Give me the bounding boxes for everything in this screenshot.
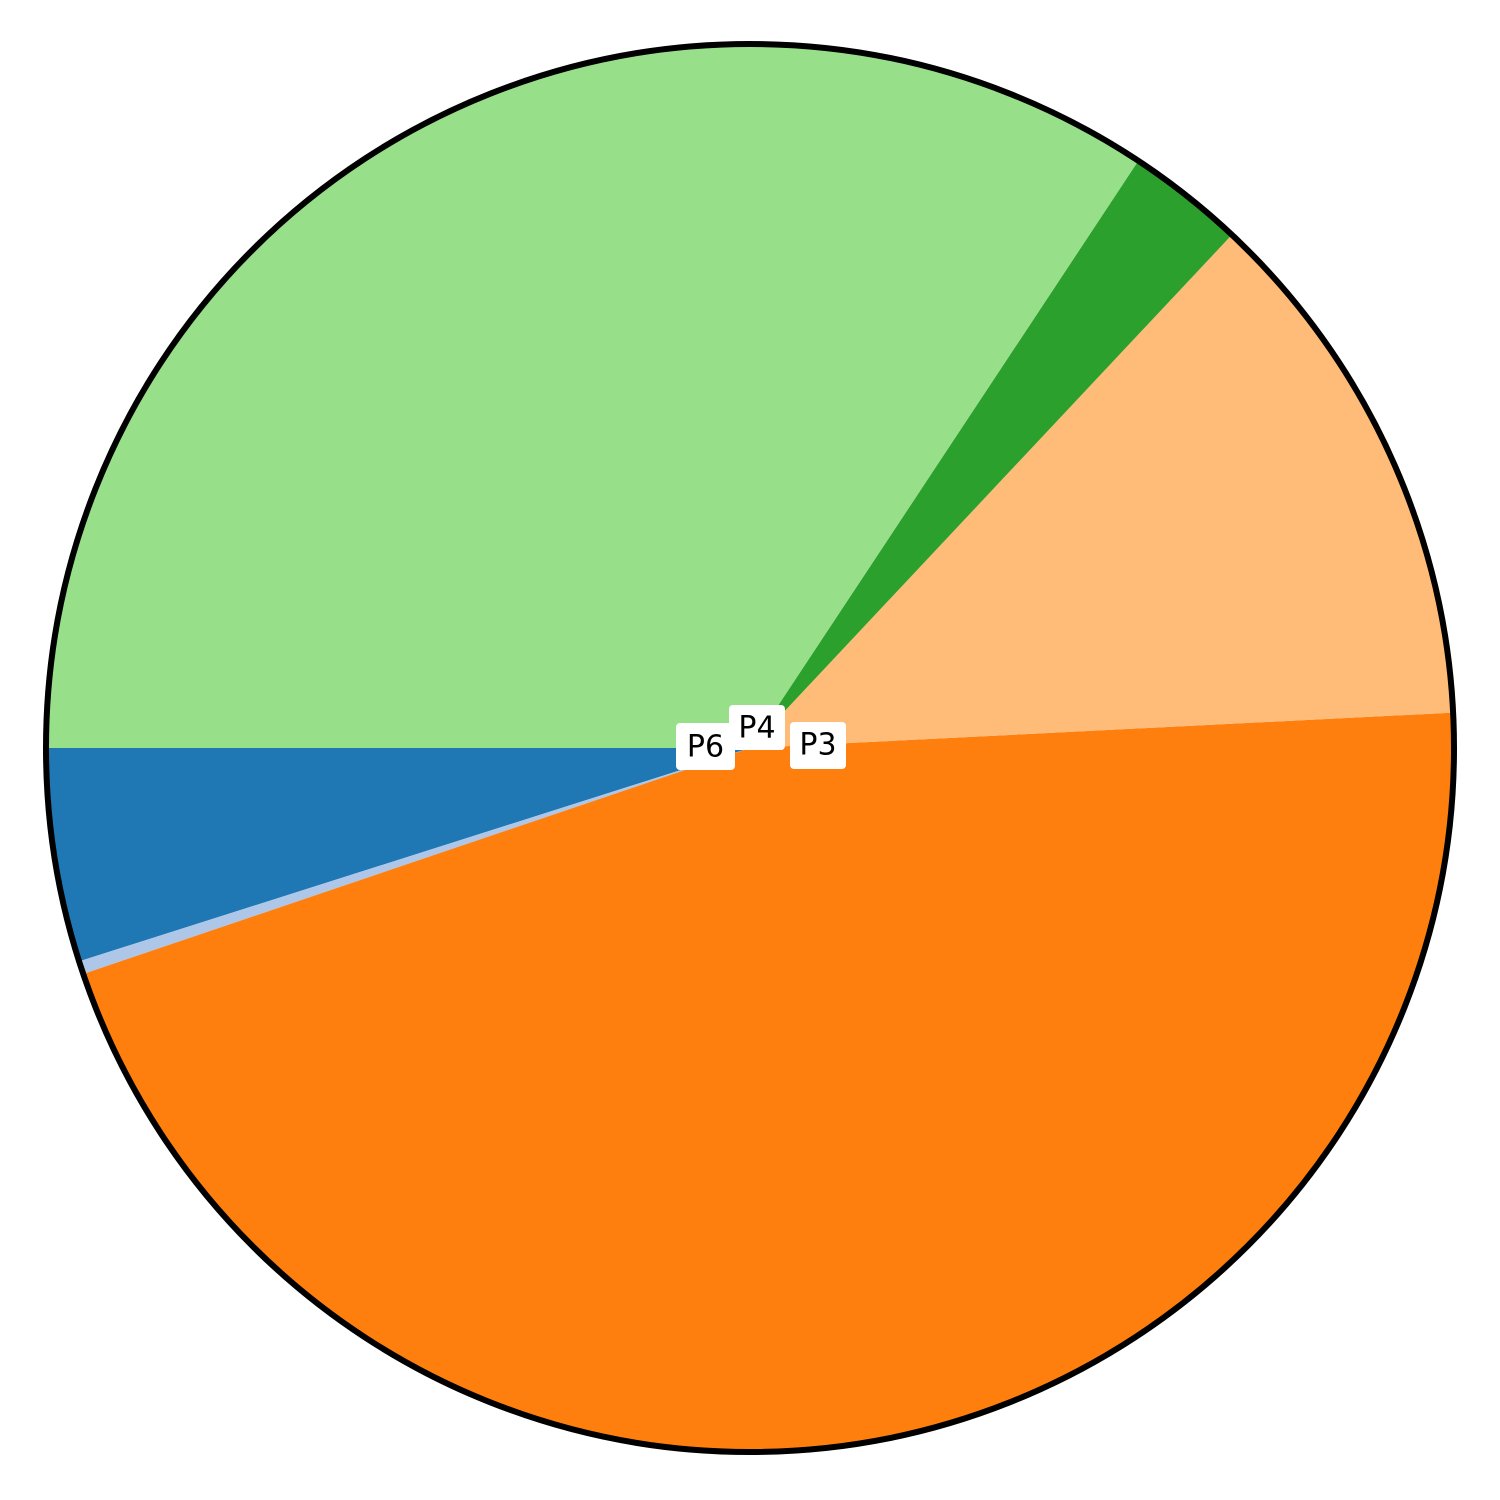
pie-slice-6 <box>46 43 1139 748</box>
pie-slice-4 <box>750 234 1454 748</box>
pie-slice-2 <box>79 748 751 974</box>
pie-slice-1 <box>46 748 750 962</box>
pie-annotations: P6 P4 P3 <box>676 705 846 770</box>
annotation-p4: P4 <box>729 705 785 750</box>
annotation-p6: P6 <box>676 723 735 770</box>
pie-slices <box>46 43 1455 1452</box>
pie-outline <box>43 41 1457 1455</box>
annotation-p4-text: P4 <box>738 711 775 746</box>
annotation-p3: P3 <box>790 722 846 769</box>
pie-slice-3 <box>83 712 1455 1452</box>
annotation-p6-text: P6 <box>687 730 724 765</box>
annotation-p3-text: P3 <box>799 728 836 763</box>
pie-slice-5 <box>750 160 1232 748</box>
